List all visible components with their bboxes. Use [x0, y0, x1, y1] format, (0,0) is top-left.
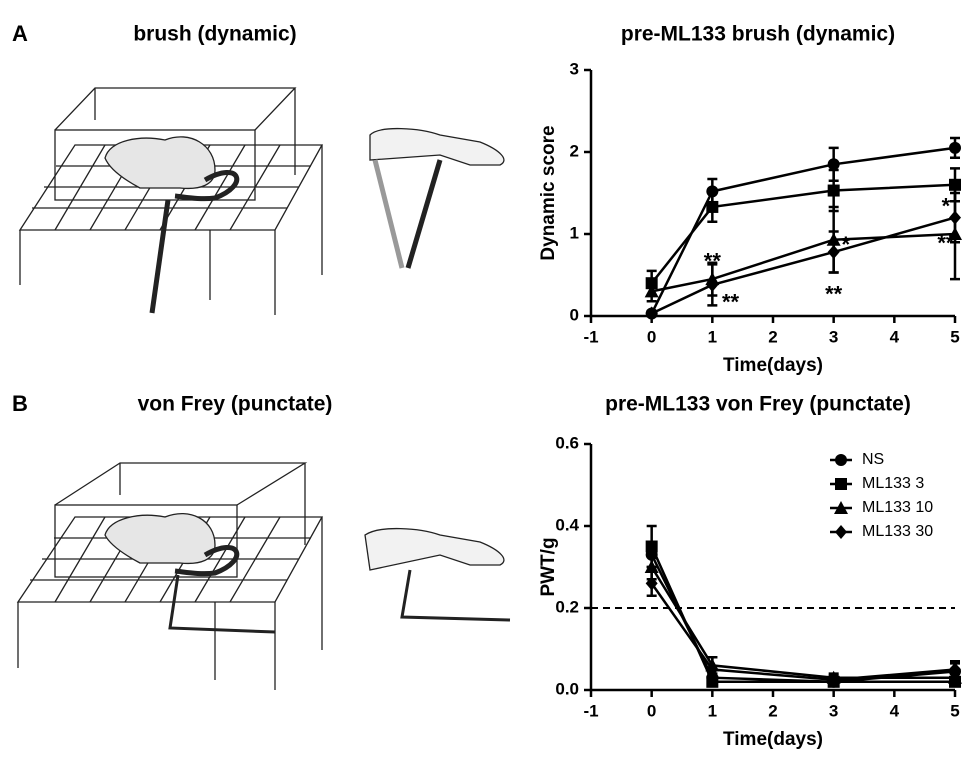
x-tick-label: 5: [950, 701, 959, 720]
y-axis-label: PWT/g: [538, 537, 559, 596]
legend-label: ML133 30: [862, 523, 933, 540]
y-tick-label: 0.0: [555, 679, 579, 698]
series-line: [651, 232, 956, 293]
x-axis-label: Time(days): [723, 729, 823, 750]
cage-illustration: [18, 87, 324, 315]
y-tick-label: 2: [570, 141, 579, 160]
hand-illustration: [364, 527, 511, 622]
legend-marker: [834, 501, 848, 514]
x-tick-label: 5: [950, 327, 959, 346]
marker: [645, 576, 658, 591]
panel-title: von Frey (punctate): [138, 393, 333, 416]
significance-label: *: [942, 194, 951, 219]
significance-label: **: [825, 281, 843, 306]
marker: [644, 560, 659, 573]
marker: [645, 540, 658, 553]
marker: [827, 672, 840, 687]
y-axis-label: Dynamic score: [538, 125, 559, 260]
cage-illustration: [16, 462, 324, 690]
x-tick-label: 3: [829, 701, 838, 720]
x-tick-label: 2: [768, 327, 777, 346]
marker: [827, 158, 840, 171]
y-tick-label: 1: [570, 223, 579, 242]
y-tick-label: 0: [570, 305, 579, 324]
x-tick-label: -1: [583, 327, 598, 346]
marker: [645, 306, 658, 321]
x-axis-label: Time(days): [723, 355, 823, 376]
marker: [949, 662, 961, 677]
x-tick-label: 0: [647, 327, 656, 346]
legend-marker: [835, 454, 847, 466]
x-tick-label: 4: [890, 327, 900, 346]
legend-marker: [835, 478, 847, 490]
x-tick-label: 2: [768, 701, 777, 720]
marker: [644, 284, 659, 298]
legend-label: ML133 3: [862, 475, 924, 492]
significance-label: **: [704, 249, 722, 274]
x-tick-label: 3: [829, 327, 838, 346]
panel-letter: A: [12, 21, 28, 46]
series-line: [650, 554, 956, 684]
x-tick-label: 1: [708, 327, 717, 346]
marker: [827, 245, 840, 260]
marker: [706, 662, 719, 677]
chart-title: pre-ML133 von Frey (punctate): [605, 393, 911, 416]
chart-title: pre-ML133 brush (dynamic): [621, 23, 895, 46]
series-line: [650, 545, 955, 684]
legend-marker: [835, 525, 847, 539]
significance-label: **: [722, 290, 740, 315]
x-tick-label: 1: [708, 701, 717, 720]
series-line: [650, 183, 956, 284]
series-line: [650, 566, 955, 679]
significance-label: **: [937, 230, 955, 255]
x-tick-label: 0: [647, 701, 656, 720]
panel-letter: B: [12, 391, 28, 416]
hand-illustration: [369, 127, 505, 269]
marker: [706, 277, 719, 292]
legend-label: NS: [862, 451, 884, 468]
series-line: [651, 216, 956, 315]
marker: [706, 200, 719, 213]
y-tick-label: 0.6: [555, 433, 579, 452]
marker: [949, 210, 961, 225]
y-tick-label: 0.2: [555, 597, 579, 616]
series-line: [650, 582, 956, 682]
panel-title: brush (dynamic): [133, 23, 296, 46]
y-tick-label: 3: [570, 59, 579, 78]
marker: [949, 141, 961, 154]
x-tick-label: 4: [890, 701, 900, 720]
significance-label: *: [842, 232, 851, 257]
y-tick-label: 0.4: [555, 515, 579, 534]
marker: [827, 184, 840, 197]
legend-label: ML133 10: [862, 499, 933, 516]
series-line: [650, 146, 956, 315]
x-tick-label: -1: [583, 701, 598, 720]
